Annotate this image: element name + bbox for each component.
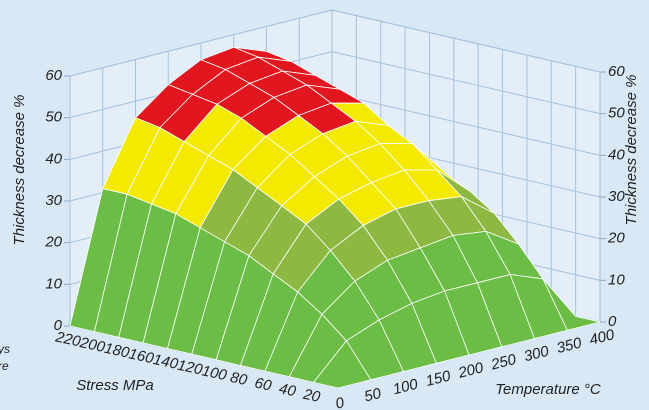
y-tick-label: 140 [152, 351, 181, 373]
y-tick-label: 220 [53, 328, 83, 350]
z-tick-label: 10 [45, 275, 62, 292]
z-tick-label: 0 [54, 317, 63, 334]
z-tick-label: 10 [608, 271, 625, 288]
x-tick-label: 300 [522, 343, 551, 366]
y-tick-label: 100 [200, 362, 229, 384]
z-tick-label: 40 [45, 150, 62, 167]
y-tick-label: 180 [103, 340, 132, 362]
z-tick-label: 30 [608, 188, 625, 205]
x-tick-label: 100 [391, 376, 420, 399]
z-tick-label: 20 [44, 234, 62, 251]
x-tick-label: 200 [456, 359, 486, 382]
surface [69, 46, 601, 389]
x-tick-label: 250 [488, 351, 518, 374]
y-tick-label: 200 [77, 334, 107, 356]
z-tick-label: 40 [608, 146, 625, 163]
y-tick-label: 20 [301, 386, 322, 406]
grid-line [331, 51, 601, 115]
y-tick-label: 80 [229, 369, 249, 389]
x-tick-label: 50 [362, 385, 383, 406]
x-tick-label: 350 [555, 334, 584, 357]
y-tick-label: 40 [277, 380, 297, 400]
x-tick-label: 400 [588, 326, 617, 349]
z-tick-label: 30 [45, 192, 62, 209]
grid-line [331, 9, 601, 73]
grid-line [331, 92, 601, 156]
z-tick-label: 50 [45, 109, 62, 126]
x-tick-label: 150 [424, 367, 453, 390]
y-tick-label: 120 [176, 357, 205, 379]
z-tick-label: 50 [608, 105, 625, 122]
z-tick-label: 60 [45, 67, 62, 84]
annotation: re [0, 359, 9, 373]
x-axis-title: Temperature °C [495, 381, 601, 398]
z-tick-label: 20 [607, 230, 625, 247]
z-tick-label: 60 [608, 63, 625, 80]
z-axis-title: Thickness decrease % [623, 75, 640, 226]
surface-cell [313, 340, 372, 389]
y-tick-label: 160 [127, 345, 156, 367]
z-axis-title: Thickness decrease % [11, 95, 28, 246]
z-tick-label: 0 [608, 313, 617, 330]
y-axis-title: Stress MPa [76, 377, 154, 394]
y-tick-label: 60 [253, 375, 273, 395]
annotation: ys [0, 342, 10, 356]
